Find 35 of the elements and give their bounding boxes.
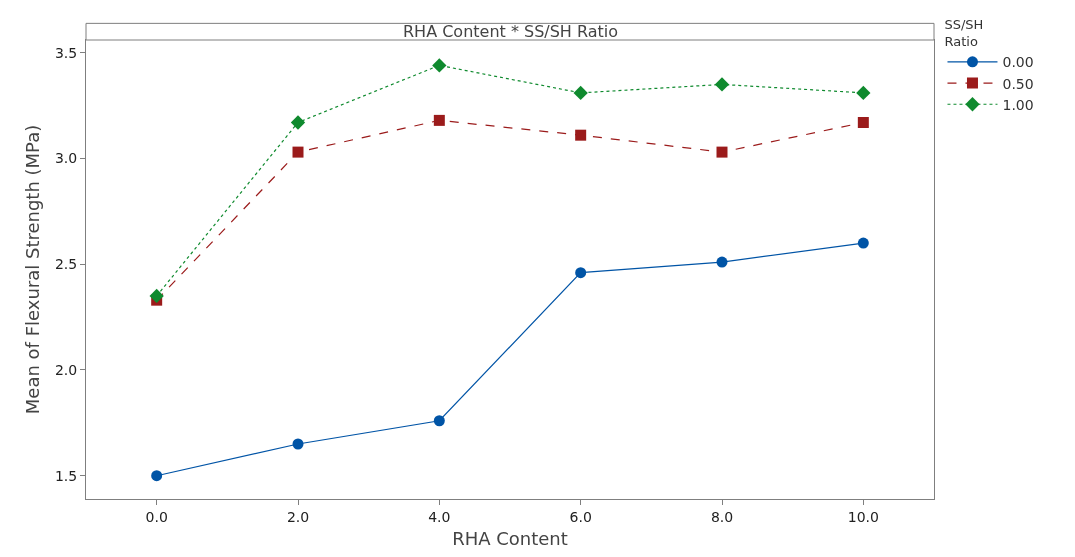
point bbox=[575, 129, 587, 141]
point bbox=[151, 470, 163, 482]
x-tick-label: 4.0 bbox=[428, 508, 451, 525]
point bbox=[292, 146, 304, 158]
point bbox=[856, 85, 871, 101]
y-tick-label: 2.0 bbox=[54, 361, 78, 378]
chart-title: RHA Content * SS/SH Ratio bbox=[403, 22, 619, 41]
x-tick-label: 6.0 bbox=[569, 508, 592, 525]
point bbox=[716, 146, 728, 158]
point bbox=[433, 415, 445, 427]
x-tick-label: 10.0 bbox=[847, 508, 879, 525]
point bbox=[857, 116, 869, 128]
point bbox=[292, 438, 304, 450]
point bbox=[432, 58, 447, 73]
y-tick-label: 3.0 bbox=[54, 150, 78, 167]
point bbox=[857, 237, 869, 249]
legend-label: 0.00 bbox=[1002, 54, 1034, 71]
point bbox=[714, 77, 730, 92]
y-tick-label: 1.5 bbox=[54, 467, 78, 484]
point bbox=[716, 256, 728, 268]
legend-title: SS/SH Ratio bbox=[944, 17, 984, 50]
y-tick-label: 2.5 bbox=[54, 256, 78, 273]
x-tick-label: 8.0 bbox=[710, 508, 734, 525]
legend-label: 1.00 bbox=[1002, 96, 1034, 113]
x-tick-label: 0.0 bbox=[145, 508, 168, 525]
point bbox=[149, 288, 164, 304]
y-tick-label: 3.5 bbox=[54, 44, 78, 61]
x-axis-title: RHA Content bbox=[452, 527, 568, 549]
y-axis-title: Mean of Flexural Strength (MPa) bbox=[22, 124, 44, 415]
point bbox=[573, 85, 588, 101]
point bbox=[433, 114, 445, 126]
point bbox=[575, 267, 587, 279]
legend-label: 0.50 bbox=[1002, 75, 1034, 92]
point bbox=[290, 115, 306, 130]
x-tick-label: 2.0 bbox=[286, 508, 310, 525]
